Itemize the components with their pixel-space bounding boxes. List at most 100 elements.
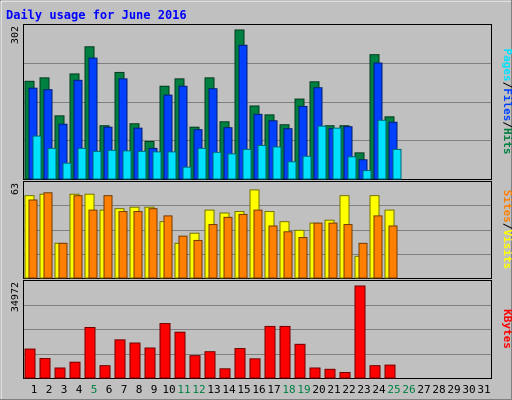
- bar-pages-day-20: [317, 125, 327, 180]
- bar-kbytes-day-18: [279, 325, 291, 379]
- bar-sites-day-8: [133, 211, 143, 279]
- bar-sites-day-1: [28, 199, 38, 279]
- x-tick-label-day-5: 5: [91, 383, 98, 396]
- x-tick-label-day-16: 16: [252, 383, 265, 396]
- bar-sites-day-11: [178, 235, 188, 279]
- x-tick-label-day-9: 9: [151, 383, 158, 396]
- y-max-label: 63: [10, 183, 21, 195]
- bar-pages-day-6: [107, 149, 117, 180]
- bar-kbytes-day-3: [54, 367, 66, 379]
- x-tick-label-day-20: 20: [312, 383, 325, 396]
- bar-pages-day-21: [332, 127, 342, 180]
- bar-pages-day-5: [92, 150, 102, 180]
- x-tick-label-day-18: 18: [282, 383, 295, 396]
- bar-pages-day-12: [197, 147, 207, 180]
- x-tick-label-day-7: 7: [121, 383, 128, 396]
- bar-sites-day-14: [223, 216, 233, 279]
- bar-sites-day-15: [238, 213, 248, 279]
- bar-sites-day-13: [208, 224, 218, 279]
- bar-kbytes-day-22: [339, 371, 351, 379]
- bar-kbytes-day-9: [144, 347, 156, 379]
- x-tick-label-day-26: 26: [402, 383, 415, 396]
- bar-kbytes-day-24: [369, 365, 381, 379]
- bar-sites-day-21: [328, 222, 338, 279]
- bar-kbytes-day-11: [174, 331, 186, 379]
- bar-pages-day-2: [47, 147, 57, 180]
- bar-sites-day-9: [148, 208, 158, 279]
- x-tick-label-day-8: 8: [136, 383, 143, 396]
- legend-label: Hits: [501, 128, 512, 155]
- bar-pages-day-7: [122, 150, 132, 180]
- x-tick-label-day-24: 24: [372, 383, 386, 396]
- bar-pages-day-16: [257, 144, 267, 180]
- bar-kbytes-day-25: [384, 364, 396, 379]
- legend-hits-files-pages: Pages/Files/Hits: [501, 49, 512, 155]
- bar-pages-day-11: [182, 166, 192, 180]
- x-tick-label-day-17: 17: [267, 383, 280, 396]
- x-tick-label-day-1: 1: [31, 383, 38, 396]
- bar-pages-day-18: [287, 161, 297, 180]
- bar-pages-day-14: [227, 153, 237, 180]
- bar-sites-day-10: [163, 215, 173, 279]
- bar-sites-day-5: [88, 209, 98, 279]
- bar-sites-day-18: [283, 231, 293, 279]
- bar-sites-day-16: [253, 209, 263, 279]
- bar-kbytes-day-12: [189, 355, 201, 379]
- bar-pages-day-10: [167, 151, 177, 180]
- bar-sites-day-25: [388, 225, 398, 279]
- x-tick-label-day-29: 29: [447, 383, 460, 396]
- bar-pages-day-24: [377, 119, 387, 180]
- bar-kbytes-day-20: [309, 367, 321, 379]
- chart-title: Daily usage for June 2016: [6, 8, 187, 22]
- bar-kbytes-day-10: [159, 323, 171, 379]
- x-tick-label-day-12: 12: [192, 383, 205, 396]
- bar-sites-day-20: [313, 222, 323, 279]
- bar-kbytes-day-2: [39, 358, 51, 379]
- bar-pages-day-4: [77, 147, 87, 180]
- x-tick-label-day-22: 22: [342, 383, 355, 396]
- bar-sites-day-17: [268, 225, 278, 279]
- bar-pages-day-9: [152, 151, 162, 180]
- bar-pages-day-22: [347, 156, 357, 180]
- y-max-label: 302: [10, 26, 21, 44]
- bar-kbytes-day-1: [24, 348, 36, 379]
- bar-pages-day-15: [242, 148, 252, 180]
- bar-pages-day-1: [32, 135, 42, 180]
- bar-kbytes-day-16: [249, 358, 261, 379]
- bar-pages-day-19: [302, 155, 312, 180]
- bar-sites-day-3: [58, 242, 68, 279]
- x-tick-label-day-10: 10: [162, 383, 175, 396]
- bar-kbytes-day-17: [264, 325, 276, 379]
- bar-kbytes-day-15: [234, 348, 246, 379]
- legend-label: /: [501, 82, 512, 89]
- x-tick-label-day-3: 3: [61, 383, 68, 396]
- bar-sites-day-7: [118, 211, 128, 279]
- x-tick-label-day-23: 23: [357, 383, 370, 396]
- bar-pages-day-13: [212, 151, 222, 180]
- x-tick-label-day-11: 11: [177, 383, 190, 396]
- bar-kbytes-day-8: [129, 342, 141, 379]
- bar-kbytes-day-14: [219, 368, 231, 379]
- legend-label: KBytes: [501, 309, 512, 349]
- bar-kbytes-day-7: [114, 339, 126, 379]
- y-max-label: 34972: [10, 282, 21, 312]
- bar-sites-day-24: [373, 215, 383, 279]
- bar-kbytes-day-4: [69, 361, 81, 379]
- legend-kbytes: KBytes: [501, 309, 512, 349]
- legend-label: /: [501, 121, 512, 128]
- bar-kbytes-day-23: [354, 285, 366, 379]
- x-tick-label-day-21: 21: [327, 383, 340, 396]
- x-tick-label-day-27: 27: [417, 383, 430, 396]
- x-tick-label-day-2: 2: [46, 383, 53, 396]
- legend-label: Sites: [501, 190, 512, 223]
- bar-sites-day-22: [343, 224, 353, 279]
- bar-sites-day-19: [298, 237, 308, 279]
- x-tick-label-day-19: 19: [297, 383, 310, 396]
- bar-pages-day-17: [272, 146, 282, 180]
- x-tick-label-day-6: 6: [106, 383, 113, 396]
- legend-label: Pages: [501, 49, 512, 82]
- x-tick-label-day-28: 28: [432, 383, 445, 396]
- bar-sites-day-6: [103, 195, 113, 279]
- x-tick-label-day-15: 15: [237, 383, 250, 396]
- x-tick-label-day-4: 4: [76, 383, 83, 396]
